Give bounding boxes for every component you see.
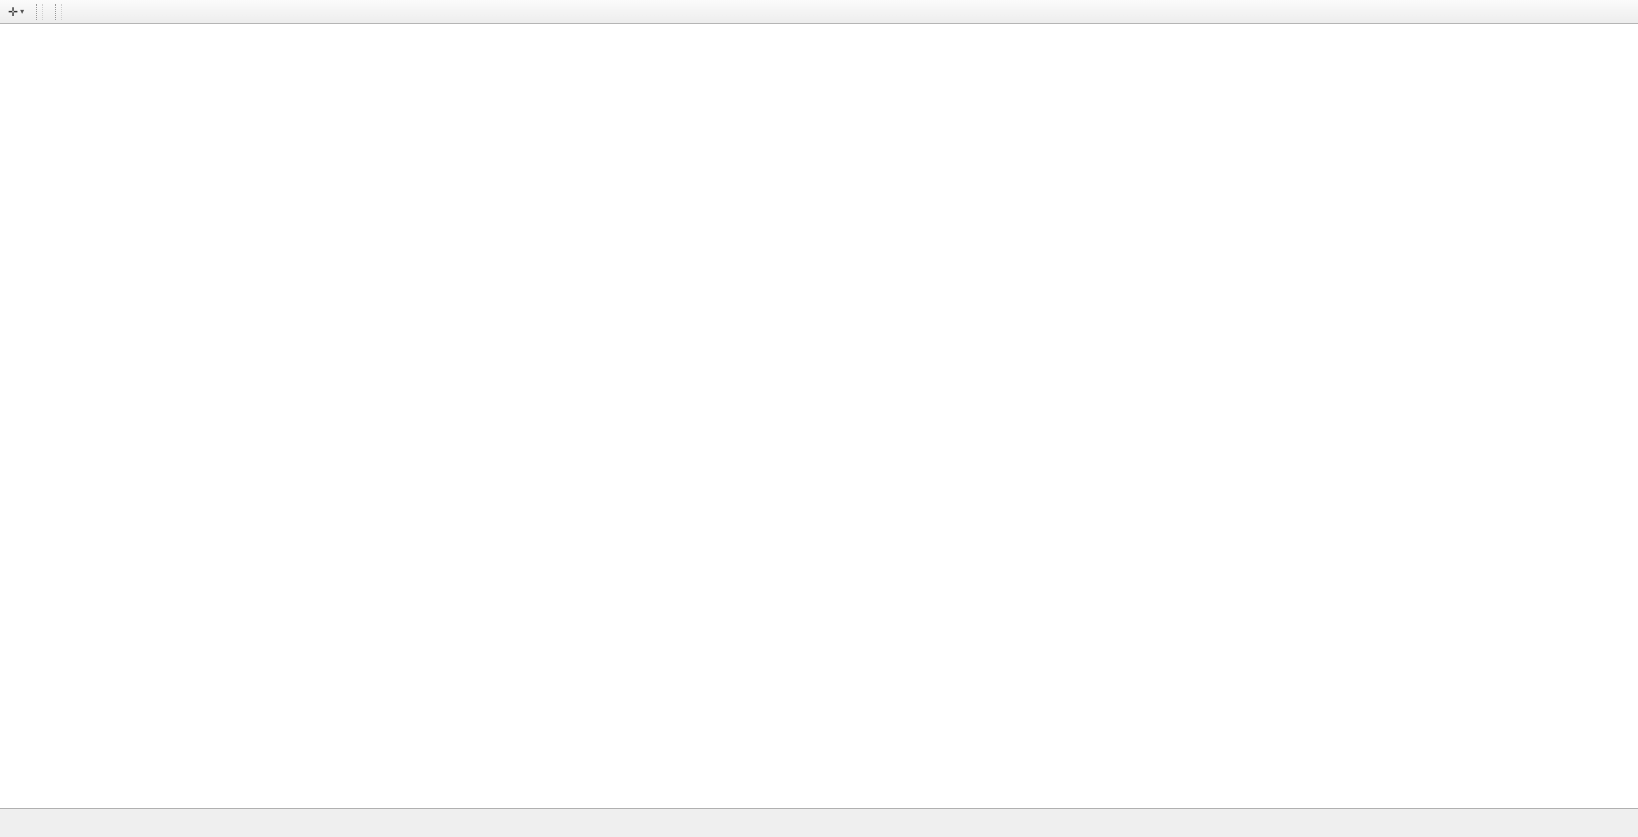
chevron-down-icon: ▾ [20, 7, 25, 16]
toolbar-grip-end [55, 3, 63, 20]
chart-canvas[interactable] [0, 24, 1638, 808]
crosshair-icon: ✛ [8, 4, 19, 19]
cursor-tool-button[interactable]: ✛ ▾ [2, 4, 30, 20]
timeframe-toolbar: ✛ ▾ [0, 0, 1638, 24]
symbol-tab-bar [0, 808, 1638, 837]
toolbar-grip[interactable] [36, 3, 44, 20]
